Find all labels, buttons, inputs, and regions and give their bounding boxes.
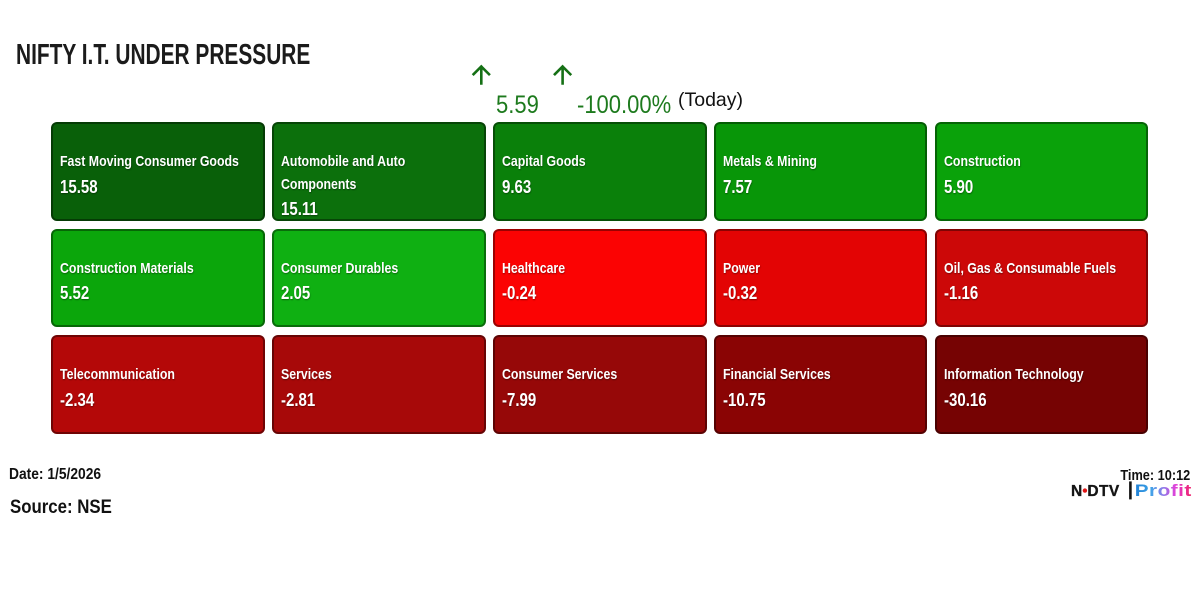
svg-text:Profit: Profit [1135, 482, 1192, 501]
svg-text:N: N [1071, 483, 1083, 500]
svg-text:DTV: DTV [1087, 483, 1119, 500]
